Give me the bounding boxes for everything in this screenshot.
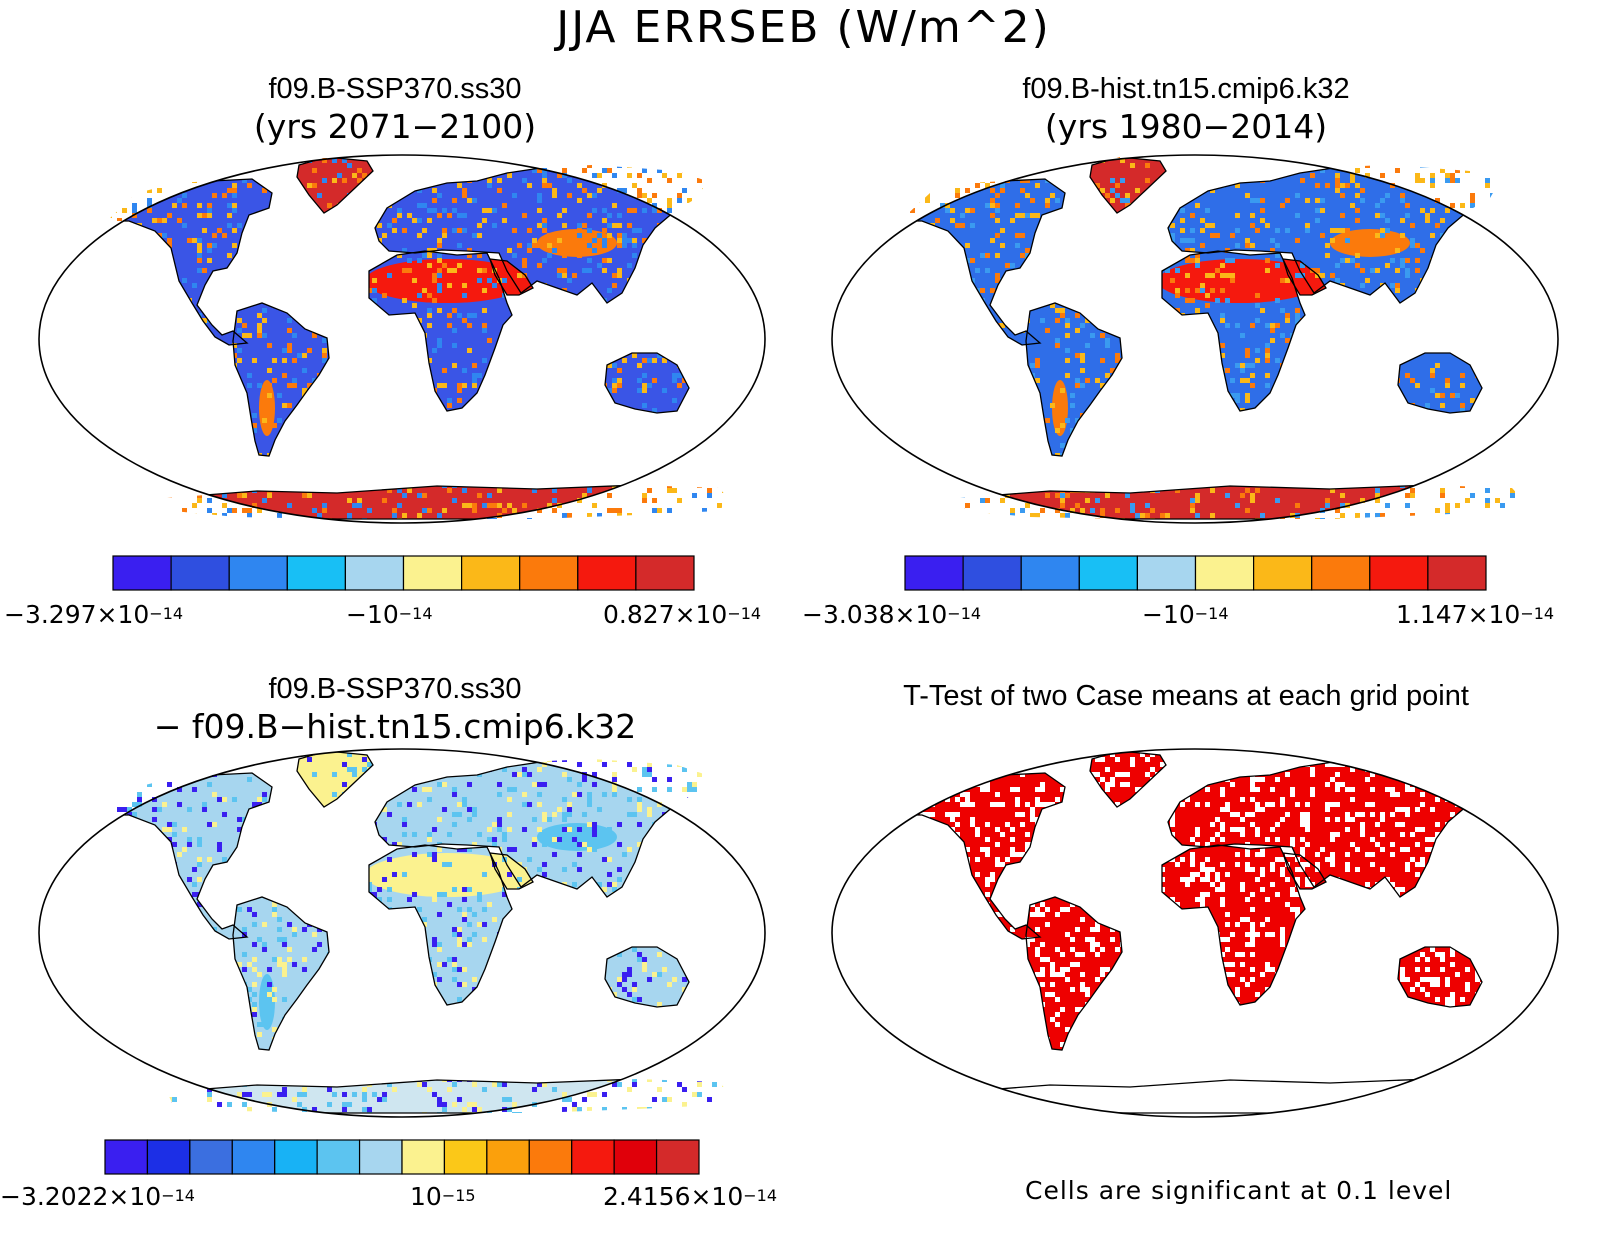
panel-hist-title: f09.B-hist.tn15.cmip6.k32 bbox=[1022, 73, 1350, 105]
colorbar-ssp370 bbox=[112, 555, 695, 591]
colorbar-swatch bbox=[1136, 555, 1197, 591]
colorbar-swatch bbox=[104, 1139, 149, 1175]
landmass-antarctica bbox=[960, 485, 1522, 519]
colorbar-swatch bbox=[316, 1139, 361, 1175]
colorbar-swatch bbox=[1253, 555, 1313, 591]
colorbar-swatch bbox=[1427, 555, 1487, 591]
colorbar-diff-min-label: −3.2022×10−14 bbox=[0, 1182, 195, 1211]
map-border bbox=[38, 154, 766, 524]
colorbar-swatch bbox=[402, 555, 463, 591]
colorbar-ssp370-min-label: −3.297×10−14 bbox=[4, 600, 184, 629]
map-border bbox=[38, 748, 766, 1118]
colorbar-swatch bbox=[904, 555, 964, 591]
panel-diff-subtitle: − f09.B−hist.tn15.cmip6.k32 bbox=[153, 707, 637, 746]
colorbar-hist-mid-label: −10−14 bbox=[1142, 600, 1229, 629]
colorbar-swatch bbox=[189, 1139, 233, 1175]
desert-zone bbox=[1158, 853, 1322, 897]
colorbar-swatch bbox=[571, 1139, 615, 1175]
colorbar-swatch bbox=[401, 1139, 446, 1175]
colorbar-swatch bbox=[146, 1139, 191, 1175]
landmass-eurasia bbox=[375, 165, 707, 303]
landmass-southAmerica bbox=[1026, 303, 1122, 456]
map-border bbox=[831, 748, 1559, 1118]
colorbar-swatch bbox=[962, 555, 1022, 591]
panel-ssp370-title: f09.B-SSP370.ss30 bbox=[268, 73, 522, 105]
colorbar-diff-mid-label: 10−15 bbox=[410, 1182, 476, 1211]
landmass-northAmerica bbox=[107, 773, 272, 939]
colorbar-swatch bbox=[112, 555, 172, 591]
map-diff bbox=[38, 748, 766, 1118]
colorbar-ssp370-max-label: 0.827×10−14 bbox=[603, 600, 762, 629]
colorbar-swatch bbox=[577, 555, 637, 591]
colorbar-swatch bbox=[231, 1139, 276, 1175]
colorbar-ssp370-mid-label: −10−14 bbox=[346, 600, 433, 629]
colorbar-swatch bbox=[1369, 555, 1429, 591]
significance-note: Cells are significant at 0.1 level bbox=[1025, 1176, 1453, 1205]
colorbar-swatch bbox=[1311, 555, 1371, 591]
main-title: JJA ERRSEB (W/m^2) bbox=[556, 2, 1051, 53]
panel-hist-subtitle: (yrs 1980−2014) bbox=[1044, 107, 1328, 146]
colorbar-hist-max-label: 1.147×10−14 bbox=[1396, 600, 1555, 629]
colorbar-swatch bbox=[170, 555, 230, 591]
colorbar-swatch bbox=[486, 1139, 530, 1175]
map-ssp370 bbox=[38, 154, 766, 524]
colorbar-swatch bbox=[635, 555, 695, 591]
colorbar-swatch bbox=[613, 1139, 658, 1175]
colorbar-hist-min-label: −3.038×10−14 bbox=[802, 600, 982, 629]
map-ttest bbox=[831, 748, 1559, 1118]
landmass-greenland bbox=[1090, 157, 1166, 213]
colorbar-swatch bbox=[461, 555, 521, 591]
landmass-greenland bbox=[1090, 751, 1166, 807]
colorbar-swatch bbox=[286, 555, 347, 591]
landmass-northAmerica bbox=[107, 179, 272, 345]
colorbar-swatch bbox=[358, 1139, 403, 1175]
map-hist bbox=[831, 154, 1559, 524]
colorbar-swatch bbox=[443, 1139, 488, 1175]
panel-ttest-title: T-Test of two Case means at each grid po… bbox=[903, 680, 1469, 712]
colorbar-swatch bbox=[655, 1139, 700, 1175]
colorbar-swatch bbox=[1194, 555, 1255, 591]
colorbar-diff-max-label: 2.4156×10−14 bbox=[603, 1182, 777, 1211]
landmass-northAmerica bbox=[900, 179, 1065, 345]
colorbar-swatch bbox=[274, 1139, 318, 1175]
map-border bbox=[831, 154, 1559, 524]
colorbar-diff bbox=[104, 1139, 700, 1175]
colorbar-swatch bbox=[1078, 555, 1139, 591]
colorbar-swatch bbox=[519, 555, 579, 591]
landmass-australia bbox=[1398, 353, 1482, 413]
colorbar-swatch bbox=[1020, 555, 1080, 591]
panel-diff-title: f09.B-SSP370.ss30 bbox=[268, 673, 522, 705]
landmass-southAmerica bbox=[1026, 897, 1122, 1050]
colorbar-hist bbox=[904, 555, 1487, 591]
colorbar-swatch bbox=[344, 555, 405, 591]
panel-ssp370-subtitle: (yrs 2071−2100) bbox=[253, 107, 537, 146]
colorbar-swatch bbox=[528, 1139, 573, 1175]
colorbar-swatch bbox=[228, 555, 288, 591]
